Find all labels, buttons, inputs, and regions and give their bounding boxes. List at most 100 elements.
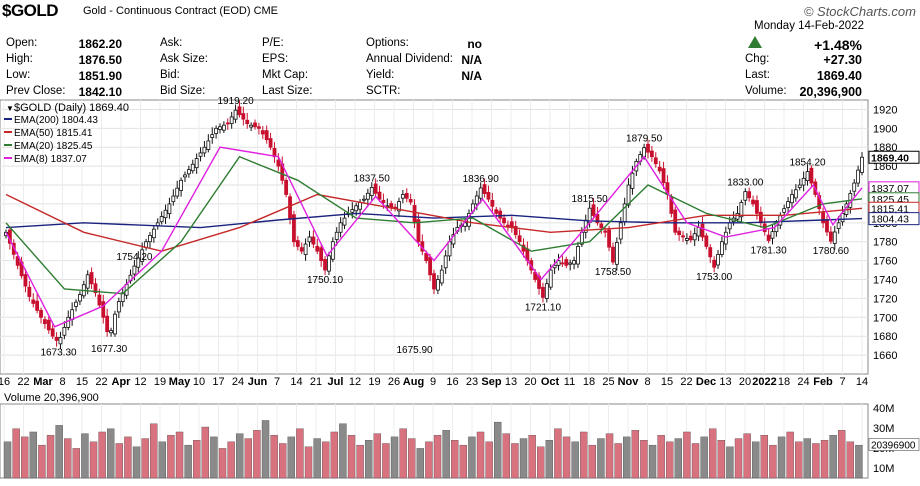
volume-bar (717, 440, 726, 479)
x-tick-label: 15 (76, 376, 88, 388)
candle-body (253, 122, 257, 128)
candle-body (233, 109, 238, 120)
volume-bar (769, 444, 777, 479)
candle-body (412, 205, 417, 223)
x-tick-label: Mar (33, 376, 53, 388)
candle-body (58, 337, 63, 345)
x-tick-label: 11 (564, 376, 575, 388)
candle-body (171, 195, 176, 203)
candle-body (323, 259, 327, 271)
volume-bar (752, 441, 760, 479)
volume-bar (691, 443, 700, 479)
candle-body (214, 127, 219, 134)
candle-body (568, 262, 573, 265)
price-annotation: 1879.50 (626, 134, 663, 145)
candle-body (97, 294, 102, 306)
volume-bar (803, 438, 812, 479)
volume-bar (167, 435, 175, 479)
candle-body (428, 256, 433, 276)
price-annotation: 1815.50 (572, 194, 609, 205)
candle-body (451, 234, 456, 245)
candle-body (564, 259, 569, 266)
candle-body (797, 184, 802, 188)
volume-bar (554, 428, 562, 479)
price-tag: 1837.07 (868, 181, 920, 195)
price-tag-box (868, 212, 920, 226)
candle-body (766, 234, 771, 241)
volume-bar (236, 433, 244, 479)
quote-panel: Open: 1862.20 Ask: P/E: Options: no High: 1876.… (0, 20, 920, 100)
x-tick-label: Nov (618, 376, 640, 388)
volume-bar (253, 430, 261, 479)
x-tick-label: Dec (696, 376, 716, 388)
candle-body (447, 241, 452, 257)
price-annotation: 1675.90 (396, 345, 433, 356)
volume-bar (545, 440, 554, 479)
quote-value: 1851.90 (78, 69, 122, 83)
x-tick-label: 18 (583, 376, 595, 388)
volume-bar (476, 431, 485, 479)
ema20-line (5, 155, 863, 295)
ema8-line (5, 146, 863, 328)
up-arrow-icon (748, 36, 762, 48)
candle-body (186, 169, 191, 175)
candle-body (770, 231, 775, 239)
quote-value: no (467, 37, 482, 51)
x-tick-label: 12 (134, 376, 146, 388)
candle-body (832, 231, 837, 244)
volume-bar (623, 436, 631, 479)
quote-label: Options: (366, 37, 409, 49)
x-tick-label: Oct (541, 376, 560, 388)
quote-value: 1842.10 (78, 85, 122, 99)
candle-body (225, 122, 230, 125)
price-annotation: 1673.30 (40, 348, 77, 359)
volume-bar (408, 438, 416, 479)
candle-body (151, 228, 156, 239)
candle-body (408, 198, 413, 203)
volume-bar (829, 435, 837, 479)
candle-body (43, 319, 47, 325)
quote-label: Prev Close: (6, 85, 66, 97)
candle-body (603, 230, 608, 233)
candle-body (688, 235, 693, 241)
candle-body (435, 279, 440, 291)
candle-body (696, 227, 701, 237)
candle-body (607, 229, 611, 248)
brand-logo[interactable]: © StockCharts.com (803, 4, 916, 19)
x-tick-label: 20 (739, 376, 751, 388)
candle-body (198, 152, 203, 157)
candle-body (362, 198, 366, 201)
volume-bar (313, 438, 321, 479)
x-tick-label: 25 (602, 376, 614, 388)
candle-body (747, 191, 752, 199)
x-tick-label: 24 (232, 376, 244, 388)
candle-body (685, 238, 689, 241)
volume-bar (812, 443, 820, 479)
candle-body (463, 222, 468, 227)
candle-body (478, 187, 483, 199)
candle-body (727, 222, 732, 230)
x-tick-label: 21 (310, 376, 322, 388)
candle-body (790, 194, 794, 204)
volume-bar (700, 436, 708, 479)
candle-body (828, 231, 833, 242)
y-tick-label: 1760 (873, 256, 897, 268)
candle-body (377, 191, 382, 200)
candle-body (350, 209, 355, 213)
candle-body (179, 179, 183, 191)
candle-body (50, 328, 55, 337)
volume-bar (760, 435, 769, 479)
volume-bar (46, 435, 55, 479)
candle-body (338, 222, 343, 233)
candle-body (506, 224, 510, 227)
volume-bar (29, 431, 38, 479)
y-tick-label: 1900 (873, 123, 897, 135)
candle-body (743, 191, 748, 201)
candle-body (342, 217, 347, 226)
candle-body (132, 265, 137, 275)
candle-body (23, 274, 28, 287)
candle-body (292, 214, 296, 243)
volume-bar (640, 440, 648, 479)
x-tick-label: 26 (388, 376, 400, 388)
candle-body (572, 260, 576, 265)
